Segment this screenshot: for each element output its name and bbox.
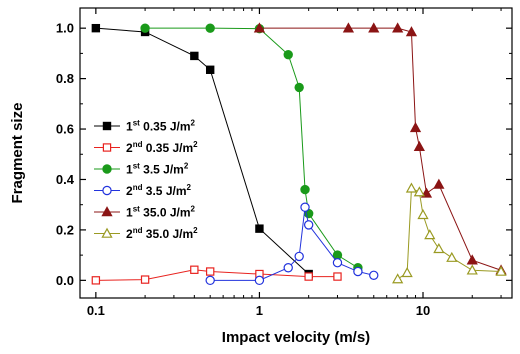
y-axis-title: Fragment size — [9, 103, 26, 204]
x-tick-label: 0.1 — [87, 303, 105, 318]
data-point — [446, 251, 458, 262]
data-point — [205, 267, 215, 276]
data-point — [409, 121, 422, 133]
legend-marker — [101, 206, 113, 217]
data-point — [91, 23, 101, 33]
data-point — [353, 266, 363, 277]
data-point — [369, 270, 379, 281]
series-line — [259, 27, 502, 271]
data-point — [433, 178, 445, 189]
data-point — [332, 257, 343, 268]
axes: 0.0 0.2 0.4 0.6 0.8 1.0 0.1 1 10 — [56, 8, 512, 318]
data-point — [294, 82, 304, 93]
series-5 — [253, 22, 507, 275]
legend-marker — [102, 185, 112, 196]
data-point — [300, 184, 310, 195]
data-point — [140, 23, 150, 33]
x-tick-label: 1 — [256, 303, 263, 318]
series-2 — [91, 265, 342, 285]
x-axis-title: Impact velocity (m/s) — [222, 329, 370, 346]
x-tick-label: 10 — [416, 303, 430, 318]
y-tick-label: 0.8 — [56, 71, 74, 86]
legend-label: 1st 0.35 J/m2 — [126, 119, 196, 134]
data-point — [304, 272, 313, 281]
legend-item: 1st 3.5 J/m2 — [94, 162, 189, 177]
legend-marker — [102, 143, 112, 152]
legend-label: 1st 3.5 J/m2 — [126, 162, 189, 177]
legend-label: 2nd 0.35 J/m2 — [126, 140, 198, 155]
legend-label: 1st 35.0 J/m2 — [126, 205, 196, 220]
legend-marker — [102, 121, 112, 131]
plot-frame — [79, 7, 513, 299]
legend-item: 2nd 0.35 J/m2 — [94, 140, 198, 155]
data-point — [205, 23, 215, 33]
y-tick-label: 1.0 — [56, 21, 74, 36]
data-point — [413, 186, 425, 197]
data-point — [392, 22, 404, 33]
data-point — [405, 26, 418, 37]
data-point — [283, 49, 293, 60]
data-point — [254, 275, 265, 286]
y-tick-label: 0.4 — [56, 172, 75, 187]
data-point — [190, 51, 199, 61]
y-tick-label: 0.6 — [56, 122, 74, 137]
data-point — [333, 272, 342, 281]
data-point — [466, 254, 478, 265]
data-point — [401, 266, 413, 278]
series-line — [397, 187, 502, 280]
y-tick-label: 0.2 — [56, 222, 74, 237]
data-point — [405, 182, 418, 193]
data-point — [495, 265, 507, 276]
data-point — [303, 220, 314, 230]
data-point — [140, 275, 150, 284]
legend-item: 2nd 35.0 J/m2 — [94, 226, 198, 241]
data-point — [417, 208, 429, 220]
legend-item: 1st 0.35 J/m2 — [94, 119, 196, 134]
data-point — [368, 22, 380, 33]
legend: 1st 0.35 J/m2 2nd 0.35 J/m2 1st 3.5 J/m2 2n… — [94, 119, 198, 241]
series-group — [91, 22, 507, 286]
series-line — [95, 269, 338, 281]
data-point — [424, 229, 436, 240]
data-point — [205, 65, 215, 74]
data-point — [413, 140, 425, 151]
data-point — [91, 276, 101, 285]
y-tick-label: 0.0 — [56, 273, 74, 288]
data-point — [294, 251, 304, 262]
series-line — [95, 27, 310, 275]
data-point — [283, 263, 293, 273]
legend-marker — [101, 227, 113, 238]
legend-marker — [102, 164, 112, 174]
data-point — [300, 202, 310, 212]
legend-label: 2nd 35.0 J/m2 — [126, 226, 198, 241]
plot-area — [79, 7, 513, 299]
data-point — [433, 242, 445, 254]
data-point — [392, 273, 404, 284]
data-point — [253, 22, 266, 33]
data-point — [255, 224, 264, 233]
series-6 — [392, 182, 507, 284]
data-point — [466, 264, 478, 275]
legend-item: 1st 35.0 J/m2 — [94, 205, 196, 220]
legend-label: 2nd 3.5 J/m2 — [126, 183, 192, 198]
legend-item: 2nd 3.5 J/m2 — [94, 183, 192, 198]
data-point — [205, 275, 215, 286]
data-point — [190, 265, 199, 274]
data-point — [342, 22, 355, 33]
series-4 — [205, 202, 379, 286]
